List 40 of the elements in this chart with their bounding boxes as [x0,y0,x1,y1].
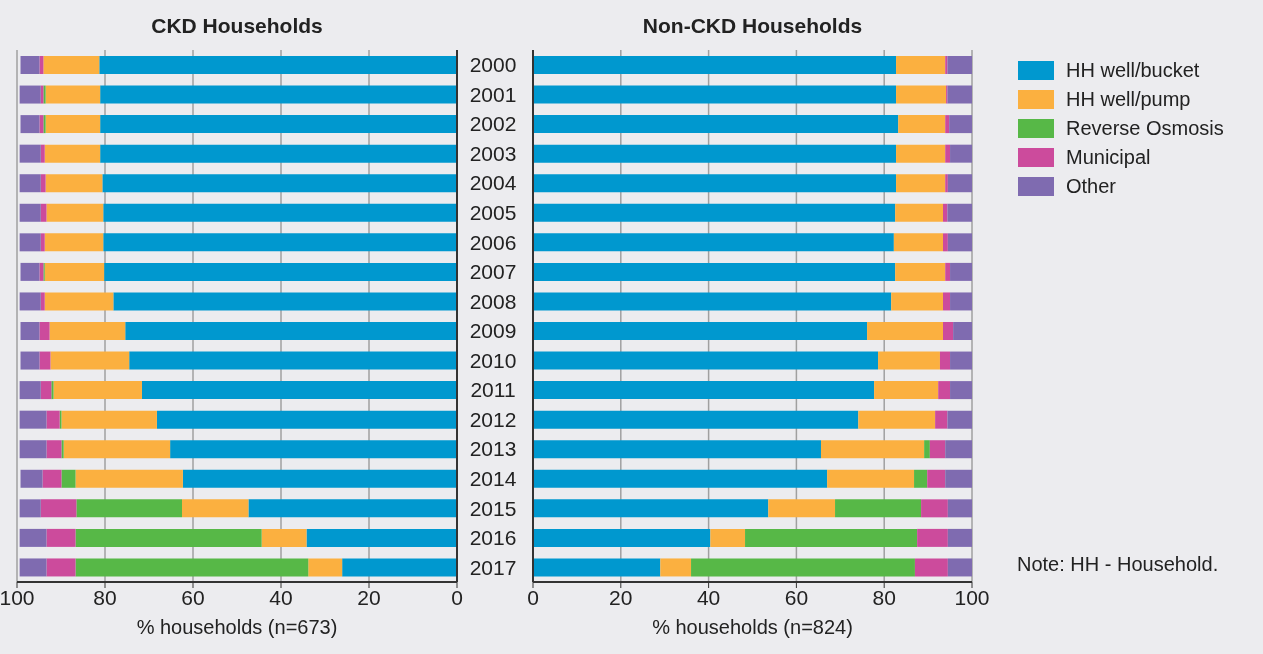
x-tick-label: 100 [954,585,990,609]
y-tick-label: 2006 [469,230,517,254]
y-tick-label: 2010 [469,348,517,372]
legend-label: Reverse Osmosis [1066,117,1224,140]
y-tick-label: 2016 [469,526,517,550]
y-tick-label: 2014 [469,467,517,491]
x-tick-label: 20 [609,585,633,609]
text: Note: HH - Household. [1017,553,1219,576]
y-tick-label: 2011 [470,378,516,402]
y-tick-label: 2005 [469,201,517,225]
legend-label: Municipal [1066,146,1151,169]
legend-label: Other [1066,175,1117,198]
x-tick-label: 40 [696,585,721,609]
y-tick-label: 2000 [469,53,517,77]
y-tick-label: 2013 [469,437,517,461]
x-axis-title: % households (n=824) [652,616,853,638]
x-tick-label: 40 [269,585,293,609]
legend-label: HH well/pump [1066,88,1191,111]
y-tick-label: 2002 [469,112,517,136]
legend-label: HH well/bucket [1066,59,1200,82]
x-tick-label: 0 [527,585,539,609]
x-tick-label: 60 [784,585,809,609]
y-tick-label: 2004 [469,171,517,195]
chart-title: CKD Households [150,14,324,38]
y-tick-label: 2015 [469,496,517,520]
x-tick-label: 20 [357,585,381,609]
y-tick-label: 2007 [469,260,517,284]
x-tick-label: 80 [872,585,896,609]
x-tick-label: 100 [0,585,35,609]
y-tick-label: 2008 [469,289,517,313]
x-tick-label: 60 [181,585,205,609]
y-tick-label: 2003 [469,141,517,165]
x-axis-title: % households (n=673) [136,616,338,638]
y-tick-label: 2012 [469,407,517,431]
x-tick-label: 0 [451,585,463,609]
chart-title: Non-CKD Households [641,14,864,38]
y-tick-label: 2001 [469,82,517,106]
y-tick-label: 2009 [469,319,517,343]
x-tick-label: 80 [93,585,117,609]
y-tick-label: 2017 [469,555,517,579]
